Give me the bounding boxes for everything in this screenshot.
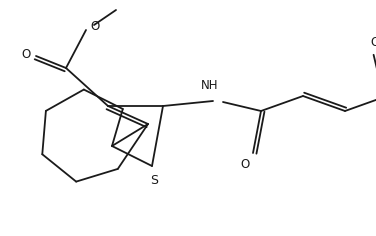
Text: O: O: [241, 158, 250, 171]
Text: O: O: [90, 21, 99, 34]
Text: S: S: [150, 174, 158, 187]
Text: NH: NH: [201, 79, 219, 92]
Text: O: O: [22, 47, 31, 60]
Text: O: O: [370, 36, 376, 49]
